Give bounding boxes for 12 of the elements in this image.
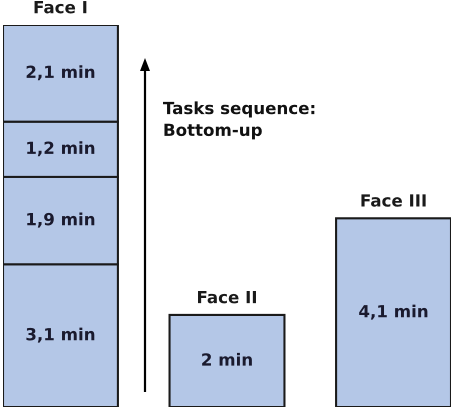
x-tick-label: Face II <box>198 291 256 304</box>
data-label: 2 min <box>202 352 252 366</box>
data-label: 2,1 min <box>26 65 94 80</box>
data-label: 1,9 min <box>27 212 94 228</box>
x-tick-label: Face I <box>34 1 86 14</box>
data-label: 4,1 min <box>359 304 428 320</box>
annotation: Tasks sequence: Bottom-up <box>163 101 314 140</box>
data-label: 3,1 min <box>26 328 94 343</box>
bar <box>168 314 286 407</box>
x-tick-label: Face III <box>361 194 426 207</box>
bar <box>335 217 451 407</box>
data-label: 1,2 min <box>27 141 94 156</box>
